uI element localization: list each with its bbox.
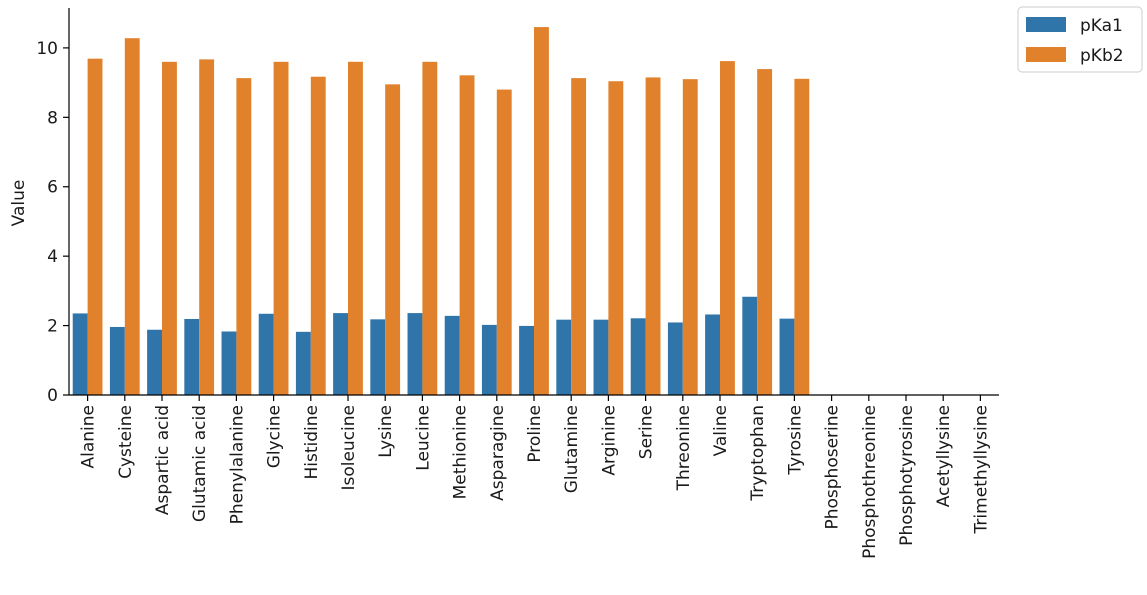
bar-pka1-glutamic-acid — [184, 318, 200, 395]
bar-pkb2-glutamine — [571, 78, 587, 396]
bar-pkb2-aspartic-acid — [162, 61, 177, 396]
legend-swatch-pka1 — [1026, 17, 1066, 32]
bar-pkb2-valine — [720, 61, 735, 395]
bar-pka1-serine — [630, 318, 646, 395]
x-tick-label-alanine: Alanine — [79, 405, 99, 469]
bar-pka1-glycine — [258, 313, 274, 395]
bar-pka1-asparagine — [481, 324, 497, 395]
bar-pka1-phenylalanine — [221, 331, 237, 395]
x-tick-label-asparagine: Asparagine — [488, 405, 508, 501]
bar-pkb2-tryptophan — [757, 69, 773, 395]
bar-pka1-arginine — [593, 319, 609, 395]
x-tick-label-isoleucine: Isoleucine — [339, 405, 359, 491]
axes-layer: 0 2 4 6 8 10 Alanine Cysteine Aspartic acid Gluta… — [9, 8, 999, 559]
y-tick-label: 4 — [47, 247, 58, 267]
x-tick-label-glycine: Glycine — [265, 405, 285, 468]
bar-pkb2-proline — [534, 27, 549, 396]
y-tick-label: 8 — [47, 108, 58, 128]
bar-pka1-lysine — [370, 319, 386, 395]
legend: pKa1 pKb2 — [1017, 6, 1143, 73]
bar-pkb2-methionine — [459, 75, 475, 395]
bar-pka1-methionine — [444, 315, 460, 395]
bar-pka1-leucine — [407, 313, 423, 395]
y-tick-label: 2 — [47, 317, 58, 337]
x-tick-label-phosphoserine: Phosphoserine — [823, 405, 843, 530]
bar-pka1-isoleucine — [333, 313, 348, 395]
x-tick-label-leucine: Leucine — [413, 405, 433, 471]
bar-pkb2-histidine — [310, 76, 326, 395]
bar-pkb2-arginine — [608, 81, 624, 395]
legend-label-pka1: pKa1 — [1080, 16, 1123, 36]
bar-pkb2-tyrosine — [794, 78, 810, 395]
x-tick-label-lysine: Lysine — [376, 405, 396, 458]
x-tick-label-arginine: Arginine — [599, 405, 619, 476]
y-tick-label: 10 — [36, 39, 58, 59]
bar-pka1-glutamine — [556, 319, 572, 395]
bar-pkb2-alanine — [87, 58, 103, 396]
x-tick-label-cysteine: Cysteine — [116, 405, 136, 479]
bar-pka1-threonine — [667, 322, 683, 395]
bar-pkb2-threonine — [682, 79, 698, 396]
bars-layer — [72, 27, 810, 396]
bar-pkb2-leucine — [422, 61, 438, 396]
bar-pkb2-lysine — [385, 84, 401, 396]
bar-pka1-histidine — [295, 331, 311, 395]
bar-pka1-tyrosine — [779, 318, 795, 395]
x-tick-label-histidine: Histidine — [302, 405, 322, 480]
x-tick-label-phenylalanine: Phenylalanine — [227, 405, 247, 524]
x-tick-label-methionine: Methionine — [451, 405, 471, 499]
legend-label-pkb2: pKb2 — [1080, 46, 1124, 66]
legend-swatch-pkb2 — [1026, 47, 1066, 62]
bar-pkb2-glycine — [273, 61, 289, 396]
x-tick-label-proline: Proline — [525, 405, 545, 463]
x-tick-label-glutamine: Glutamine — [562, 405, 582, 493]
x-tick-label-phosphothreonine: Phosphothreonine — [860, 405, 880, 559]
x-tick-label-glutamic-acid: Glutamic acid — [190, 405, 210, 522]
bar-pka1-aspartic-acid — [147, 329, 162, 395]
x-tick-label-tyrosine: Tyrosine — [785, 405, 805, 476]
x-tick-label-valine: Valine — [711, 405, 731, 456]
bar-pka1-proline — [519, 325, 534, 395]
bar-pkb2-cysteine — [124, 38, 140, 395]
x-tick-label-phosphotyrosine: Phosphotyrosine — [897, 405, 917, 546]
bar-pkb2-serine — [645, 77, 661, 396]
bar-pka1-cysteine — [109, 326, 125, 395]
x-tick-label-aspartic-acid: Aspartic acid — [153, 405, 173, 515]
bar-pkb2-asparagine — [496, 89, 512, 395]
bar-pka1-alanine — [72, 313, 88, 395]
y-tick-label: 0 — [47, 386, 58, 406]
bar-pkb2-isoleucine — [348, 61, 363, 396]
x-tick-label-threonine: Threonine — [674, 405, 694, 491]
bar-pkb2-phenylalanine — [236, 78, 252, 396]
y-tick-label: 6 — [47, 178, 58, 198]
x-tick-label-trimethyllysine: Trimethyllysine — [971, 405, 991, 534]
x-tick-label-tryptophan: Tryptophan — [748, 405, 768, 502]
bar-pkb2-glutamic-acid — [199, 59, 215, 396]
y-axis-label: Value — [9, 180, 29, 227]
bar-pka1-valine — [705, 314, 720, 395]
bar-pka1-tryptophan — [742, 296, 758, 395]
x-tick-label-acetyllysine: Acetyllysine — [934, 405, 954, 507]
x-tick-label-serine: Serine — [637, 405, 657, 459]
